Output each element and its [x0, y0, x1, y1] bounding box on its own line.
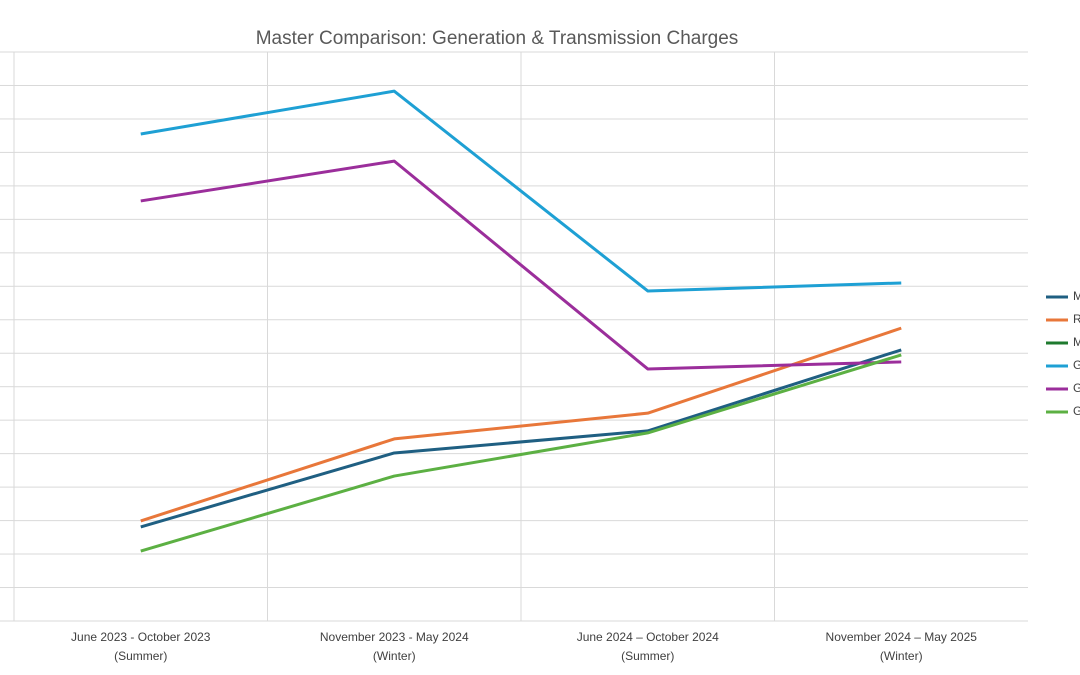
legend-label: G — [1073, 381, 1080, 395]
chart-title: Master Comparison: Generation & Transmis… — [256, 28, 739, 49]
series-line — [140, 159, 902, 371]
series-line — [140, 89, 902, 293]
legend-label: M — [1073, 289, 1080, 303]
x-tick-label: November 2023 - May 2024 — [320, 630, 469, 644]
x-tick-label: November 2024 – May 2025 — [826, 630, 978, 644]
x-tick-label: June 2024 – October 2024 — [577, 630, 719, 644]
legend-label: G — [1073, 404, 1080, 418]
x-tick-label: (Winter) — [373, 649, 416, 663]
legend-label: M — [1073, 335, 1080, 349]
x-tick-label: (Summer) — [621, 649, 674, 663]
x-tick-label: June 2023 - October 2023 — [71, 630, 211, 644]
legend-label: G — [1073, 358, 1080, 372]
series-line — [140, 348, 902, 529]
x-tick-label: (Winter) — [880, 649, 923, 663]
legend-label: R — [1073, 312, 1080, 326]
series-line — [140, 326, 902, 523]
x-tick-label: (Summer) — [114, 649, 167, 663]
series-line — [140, 353, 902, 553]
